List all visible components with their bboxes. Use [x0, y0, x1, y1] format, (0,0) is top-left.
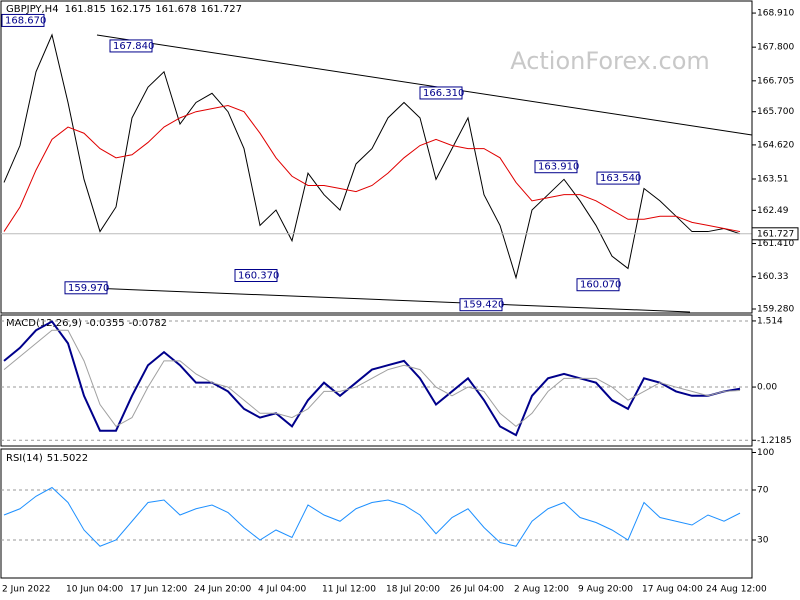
x-tick-label: 17 Aug 04:00	[642, 585, 703, 595]
annotation: 159.970	[68, 283, 109, 294]
annotation: 166.310	[423, 88, 464, 99]
y-tick-label: 1.514	[757, 316, 783, 326]
x-tick-label: 24 Aug 12:00	[706, 585, 767, 595]
annotation: 159.420	[463, 300, 504, 311]
y-tick-label: 163.51	[757, 175, 789, 185]
y-tick-label: 0.00	[757, 383, 777, 393]
trend-line	[96, 34, 753, 136]
series-line	[3, 320, 741, 437]
main-panel	[0, 0, 753, 314]
annotation: 163.910	[538, 162, 579, 173]
y-tick-label: 165.700	[757, 107, 794, 117]
series-line	[3, 105, 741, 233]
y-tick-label: 168.910	[757, 9, 794, 19]
open: 161.815	[65, 4, 106, 15]
macd-panel	[0, 314, 753, 447]
y-tick-label: 159.280	[757, 305, 794, 315]
low: 161.678	[155, 4, 196, 15]
annotation-box	[419, 86, 463, 100]
annotation-box	[64, 281, 108, 295]
trend-line	[64, 286, 691, 313]
y-tick-label: 100	[757, 448, 774, 458]
x-tick-label: 2 Jun 2022	[2, 585, 50, 595]
series-line	[3, 486, 741, 547]
annotation: 160.070	[580, 280, 621, 291]
x-tick-label: 24 Jun 20:00	[194, 585, 251, 595]
x-tick-label: 26 Jul 04:00	[450, 585, 504, 595]
annotation-box	[234, 269, 278, 283]
y-tick-label: 161.410	[757, 239, 794, 249]
signal-value: -0.0782	[129, 318, 168, 329]
series-line	[3, 33, 741, 280]
y-tick-label: 167.800	[757, 43, 794, 53]
x-tick-label: 9 Aug 20:00	[578, 585, 633, 595]
annotation-box	[534, 160, 578, 174]
header: GBPJPY,H4 161.815 162.175 161.678 161.727	[6, 4, 242, 15]
rsi-header: RSI(14) 51.5022	[6, 453, 88, 464]
annotation-box	[109, 39, 153, 53]
rsi-name: RSI(14)	[6, 453, 43, 464]
annotation-box	[596, 171, 640, 185]
annotation-box	[1, 13, 45, 27]
x-tick-label: 18 Jul 20:00	[386, 585, 440, 595]
y-tick-label: 166.705	[757, 76, 794, 86]
y-tick-label: 162.49	[757, 206, 789, 216]
y-tick-label: 70	[757, 486, 769, 496]
annotation: 167.840	[113, 41, 154, 52]
rsi-value: 51.5022	[47, 453, 88, 464]
annotation: 163.540	[600, 173, 641, 184]
annotation: 160.370	[238, 271, 279, 282]
high: 162.175	[110, 4, 151, 15]
annotation-box	[459, 298, 503, 312]
annotation-box	[576, 278, 620, 292]
rsi-panel	[0, 448, 753, 579]
y-tick-label: 164.620	[757, 140, 794, 150]
macd-header: MACD(12,26,9) -0.0355 -0.0782	[6, 318, 167, 329]
y-tick-label: 30	[757, 536, 769, 546]
macd-name: MACD(12,26,9)	[6, 318, 82, 329]
watermark: ActionForex.com	[510, 47, 710, 75]
symbol: GBPJPY,H4	[6, 4, 59, 15]
x-tick-label: 11 Jul 12:00	[322, 585, 376, 595]
series-line	[3, 329, 741, 427]
close: 161.727	[201, 4, 242, 15]
y-tick-label: 160.33	[757, 272, 789, 282]
macd-value: -0.0355	[86, 318, 125, 329]
price-label: 161.727	[757, 229, 794, 239]
price-box	[751, 227, 799, 241]
annotation: 168.670	[5, 15, 46, 26]
x-tick-label: 4 Jul 04:00	[258, 585, 307, 595]
y-tick-label: -1.2185	[757, 436, 792, 446]
x-tick-label: 17 Jun 12:00	[130, 585, 187, 595]
x-tick-label: 10 Jun 04:00	[66, 585, 123, 595]
x-tick-label: 2 Aug 12:00	[514, 585, 569, 595]
